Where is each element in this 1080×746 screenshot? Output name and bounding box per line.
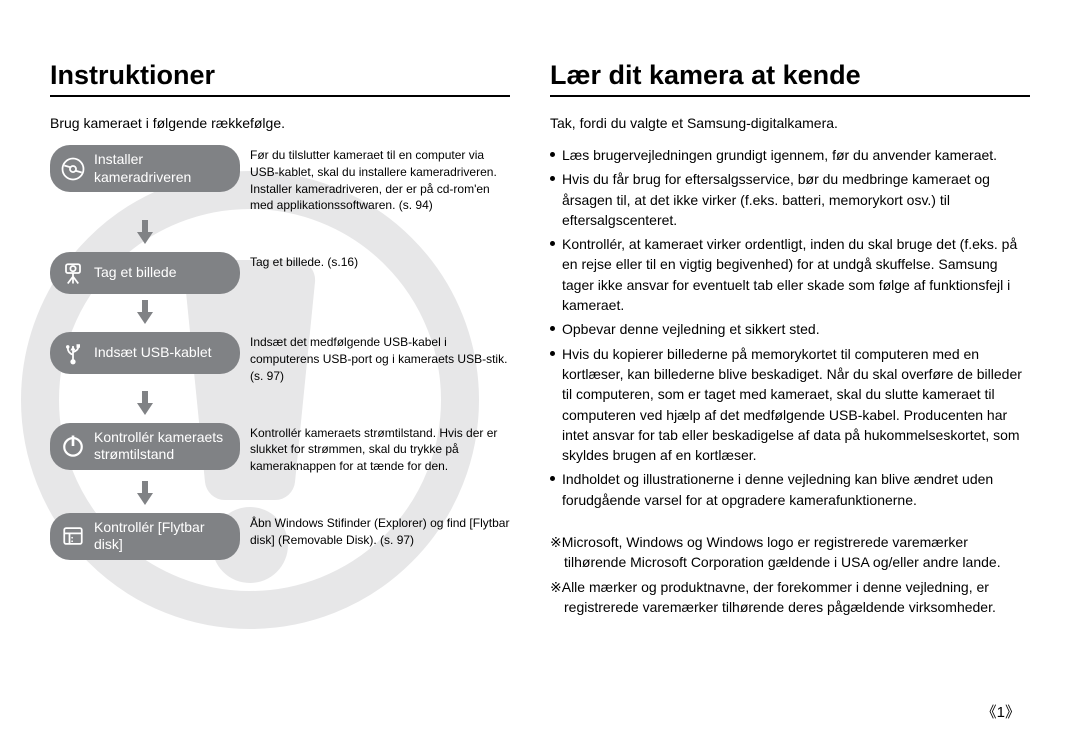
page-number: 《1》: [982, 701, 1020, 722]
list-item: Indholdet og illustrationerne i denne ve…: [550, 469, 1030, 510]
step-row: Indsæt USB-kablet Indsæt det medfølgende…: [50, 332, 510, 384]
step-row: Kontrollér kameraets strømtilstand Kontr…: [50, 423, 510, 475]
trademark-notes: ※Microsoft, Windows og Windows logo er r…: [550, 532, 1030, 617]
step-desc: Tag et billede. (s.16): [250, 252, 510, 271]
right-column: Lær dit kamera at kende Tak, fordi du va…: [550, 60, 1030, 621]
step-pill-check-disk: Kontrollér [Flytbar disk]: [50, 513, 240, 560]
bullet-list: Læs brugervejledningen grundigt igennem,…: [550, 145, 1030, 510]
right-heading: Lær dit kamera at kende: [550, 60, 1030, 97]
step-desc: Før du tilslutter kameraet til en comput…: [250, 145, 510, 214]
step-pill-insert-usb: Indsæt USB-kablet: [50, 332, 240, 374]
list-item: Kontrollér, at kameraet virker ordentlig…: [550, 234, 1030, 315]
steps-list: Installer kameradriveren Før du tilslutt…: [50, 145, 510, 560]
left-intro: Brug kameraet i følgende rækkefølge.: [50, 115, 510, 131]
step-row: Kontrollér [Flytbar disk] Åbn Windows St…: [50, 513, 510, 560]
note-text: ※Alle mærker og produktnavne, der foreko…: [550, 577, 1030, 618]
step-label: Kontrollér [Flytbar disk]: [94, 519, 228, 554]
step-pill-take-picture: Tag et billede: [50, 252, 240, 294]
power-icon: [58, 431, 88, 461]
left-column: Instruktioner Brug kameraet i følgende r…: [50, 60, 510, 621]
step-label: Tag et billede: [94, 264, 177, 282]
usb-icon: [58, 338, 88, 368]
arrow-down-icon: [135, 220, 155, 246]
arrow-down-icon: [135, 300, 155, 326]
step-row: Tag et billede Tag et billede. (s.16): [50, 252, 510, 294]
camera-tripod-icon: [58, 258, 88, 288]
step-label: Kontrollér kameraets strømtilstand: [94, 429, 228, 464]
disc-icon: [58, 154, 88, 184]
list-item: Opbevar denne vejledning et sikkert sted…: [550, 319, 1030, 339]
right-intro: Tak, fordi du valgte et Samsung-digitalk…: [550, 115, 1030, 131]
arrow-down-icon: [135, 481, 155, 507]
step-desc: Indsæt det medfølgende USB-kabel i compu…: [250, 332, 510, 384]
step-row: Installer kameradriveren Før du tilslutt…: [50, 145, 510, 214]
list-item: Hvis du får brug for eftersalgsservice, …: [550, 169, 1030, 230]
step-desc: Kontrollér kameraets strømtilstand. Hvis…: [250, 423, 510, 475]
step-label: Installer kameradriveren: [94, 151, 228, 186]
list-item: Hvis du kopierer billederne på memorykor…: [550, 344, 1030, 466]
step-pill-check-power: Kontrollér kameraets strømtilstand: [50, 423, 240, 470]
step-pill-install-driver: Installer kameradriveren: [50, 145, 240, 192]
step-label: Indsæt USB-kablet: [94, 344, 212, 362]
explorer-icon: [58, 521, 88, 551]
note-text: ※Microsoft, Windows og Windows logo er r…: [550, 532, 1030, 573]
arrow-down-icon: [135, 391, 155, 417]
list-item: Læs brugervejledningen grundigt igennem,…: [550, 145, 1030, 165]
left-heading: Instruktioner: [50, 60, 510, 97]
manual-page: Instruktioner Brug kameraet i følgende r…: [0, 0, 1080, 746]
step-desc: Åbn Windows Stifinder (Explorer) og find…: [250, 513, 510, 549]
